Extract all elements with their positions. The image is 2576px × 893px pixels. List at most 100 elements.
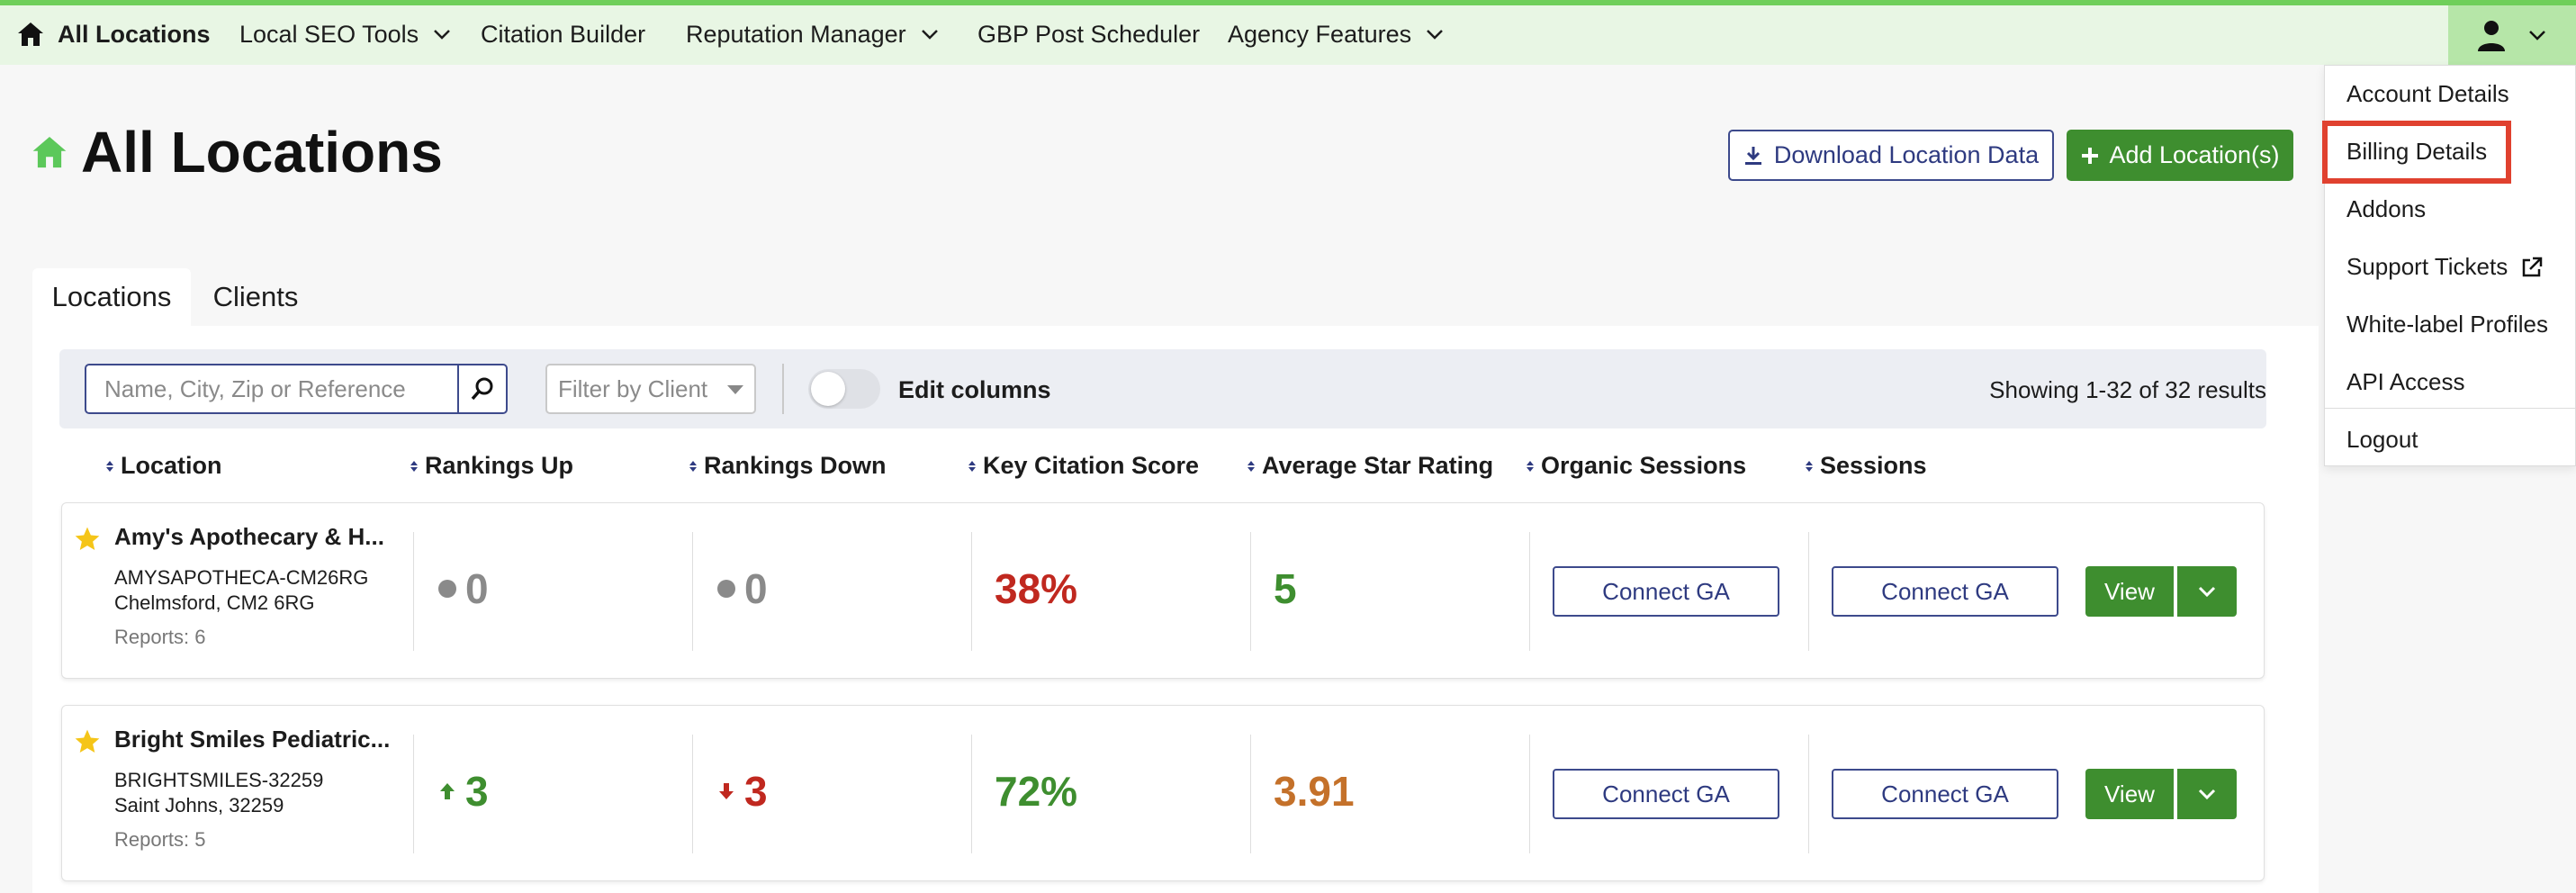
menu-item-api-access[interactable]: API Access — [2346, 368, 2465, 396]
nav-citation-builder[interactable]: Citation Builder — [481, 5, 645, 63]
nav-reputation-manager[interactable]: Reputation Manager — [686, 5, 941, 63]
edit-columns-label: Edit columns — [898, 376, 1051, 403]
star-icon[interactable] — [73, 727, 102, 756]
menu-item-addons[interactable]: Addons — [2346, 195, 2426, 223]
column-header-key-citation-score[interactable]: Key Citation Score — [968, 452, 1199, 480]
cell-divider — [1529, 532, 1530, 651]
menu-item-account-details[interactable]: Account Details — [2346, 80, 2509, 108]
column-header-organic-sessions[interactable]: Organic Sessions — [1527, 452, 1746, 480]
nav-gbp-post-scheduler[interactable]: GBP Post Scheduler — [977, 5, 1200, 63]
rankings-up-number: 3 — [465, 768, 489, 815]
menu-item-label: White-label Profiles — [2346, 311, 2548, 338]
tab-label: Clients — [212, 281, 299, 312]
download-location-data-button[interactable]: Download Location Data — [1728, 130, 2054, 181]
menu-item-label: Account Details — [2346, 80, 2509, 107]
edit-columns-toggle[interactable] — [808, 369, 880, 409]
nav-local-seo-tools[interactable]: Local SEO Tools — [239, 5, 453, 63]
star-rating-value: 5 — [1274, 565, 1297, 612]
cell-divider — [413, 735, 414, 853]
chevron-down-icon — [2198, 789, 2216, 800]
rankings-up-number: 0 — [465, 565, 489, 612]
results-count: Showing 1-32 of 32 results — [1989, 376, 2266, 403]
column-header-label: Average Star Rating — [1262, 452, 1494, 479]
chevron-down-icon — [1427, 30, 1443, 40]
location-name[interactable]: Amy's Apothecary & H... — [114, 523, 384, 550]
account-menu-button[interactable] — [2448, 5, 2576, 65]
page-title: All Locations — [31, 119, 443, 185]
rankings-down-number: 0 — [744, 565, 768, 612]
cell-divider — [1808, 735, 1809, 853]
rankings-down-number: 3 — [744, 768, 768, 815]
sort-icon — [689, 460, 697, 472]
cell-divider — [692, 735, 693, 853]
row-actions-dropdown-button[interactable] — [2177, 769, 2237, 819]
nav-agency-features[interactable]: Agency Features — [1228, 5, 1446, 63]
cell-divider — [1529, 735, 1530, 853]
column-header-label: Location — [121, 452, 222, 479]
nav-home-link[interactable]: All Locations — [16, 5, 211, 63]
highlight-box — [2322, 121, 2511, 184]
tab-clients[interactable]: Clients — [196, 268, 315, 326]
divider — [782, 364, 784, 414]
menu-item-support-tickets[interactable]: Support Tickets — [2346, 253, 2544, 281]
tab-locations[interactable]: Locations — [32, 268, 191, 326]
nav-home-label: All Locations — [58, 20, 211, 48]
chevron-down-icon — [921, 30, 938, 40]
rankings-up-value: 0 — [438, 564, 489, 613]
cell-divider — [692, 532, 693, 651]
menu-item-label: Addons — [2346, 195, 2427, 222]
column-header-sessions[interactable]: Sessions — [1806, 452, 1927, 480]
location-reports: Reports: 5 — [114, 828, 206, 851]
menu-item-label: Billing Details — [2346, 138, 2488, 165]
nav-item-label: Citation Builder — [481, 20, 646, 48]
column-header-rankings-up[interactable]: Rankings Up — [410, 452, 573, 480]
chevron-down-icon — [434, 30, 451, 40]
connect-ga-sessions-button[interactable]: Connect GA — [1832, 769, 2058, 819]
connect-ga-sessions-button[interactable]: Connect GA — [1832, 566, 2058, 617]
cell-divider — [1250, 735, 1251, 853]
account-dropdown-menu: Account Details Billing Details Addons S… — [2324, 65, 2576, 466]
plus-icon — [2082, 147, 2099, 164]
column-header-label: Key Citation Score — [983, 452, 1200, 479]
cell-divider — [1808, 532, 1809, 651]
cell-divider — [971, 735, 972, 853]
external-link-icon — [2522, 257, 2543, 276]
arrow-down-icon — [719, 783, 734, 799]
neutral-dot-icon — [717, 580, 735, 598]
column-header-label: Rankings Up — [425, 452, 574, 479]
tab-label: Locations — [51, 281, 172, 312]
sort-icon — [1806, 460, 1813, 472]
search-placeholder: Name, City, Zip or Reference — [104, 374, 406, 402]
home-icon — [18, 23, 43, 46]
page-title-text: All Locations — [81, 120, 443, 185]
menu-item-white-label-profiles[interactable]: White-label Profiles — [2346, 311, 2548, 338]
citation-score-value: 72% — [995, 768, 1078, 815]
row-actions-dropdown-button[interactable] — [2177, 566, 2237, 617]
search-button[interactable] — [457, 364, 508, 414]
location-reports: Reports: 6 — [114, 626, 206, 648]
nav-item-label: Reputation Manager — [686, 20, 906, 48]
chevron-down-icon — [2198, 586, 2216, 598]
add-location-button[interactable]: Add Location(s) — [2067, 130, 2293, 181]
client-filter-select[interactable]: Filter by Client — [545, 364, 756, 414]
column-header-label: Sessions — [1820, 452, 1927, 479]
column-header-average-star-rating[interactable]: Average Star Rating — [1247, 452, 1493, 480]
view-button[interactable]: View — [2085, 769, 2174, 819]
sort-icon — [106, 460, 113, 472]
search-input[interactable]: Name, City, Zip or Reference — [85, 364, 459, 414]
star-icon[interactable] — [73, 525, 102, 554]
column-header-label: Organic Sessions — [1541, 452, 1747, 479]
column-header-rankings-down[interactable]: Rankings Down — [689, 452, 887, 480]
column-header-location[interactable]: Location — [106, 452, 222, 480]
client-filter-placeholder: Filter by Client — [558, 374, 708, 402]
menu-item-logout[interactable]: Logout — [2346, 426, 2418, 454]
cell-divider — [971, 532, 972, 651]
connect-ga-organic-button[interactable]: Connect GA — [1553, 769, 1779, 819]
nav-item-label: GBP Post Scheduler — [977, 20, 1201, 48]
view-button[interactable]: View — [2085, 566, 2174, 617]
location-name[interactable]: Bright Smiles Pediatric... — [114, 726, 391, 753]
user-icon — [2478, 21, 2505, 51]
connect-ga-organic-button[interactable]: Connect GA — [1553, 566, 1779, 617]
menu-item-billing-details[interactable]: Billing Details — [2346, 138, 2487, 166]
menu-item-label: API Access — [2346, 368, 2465, 395]
